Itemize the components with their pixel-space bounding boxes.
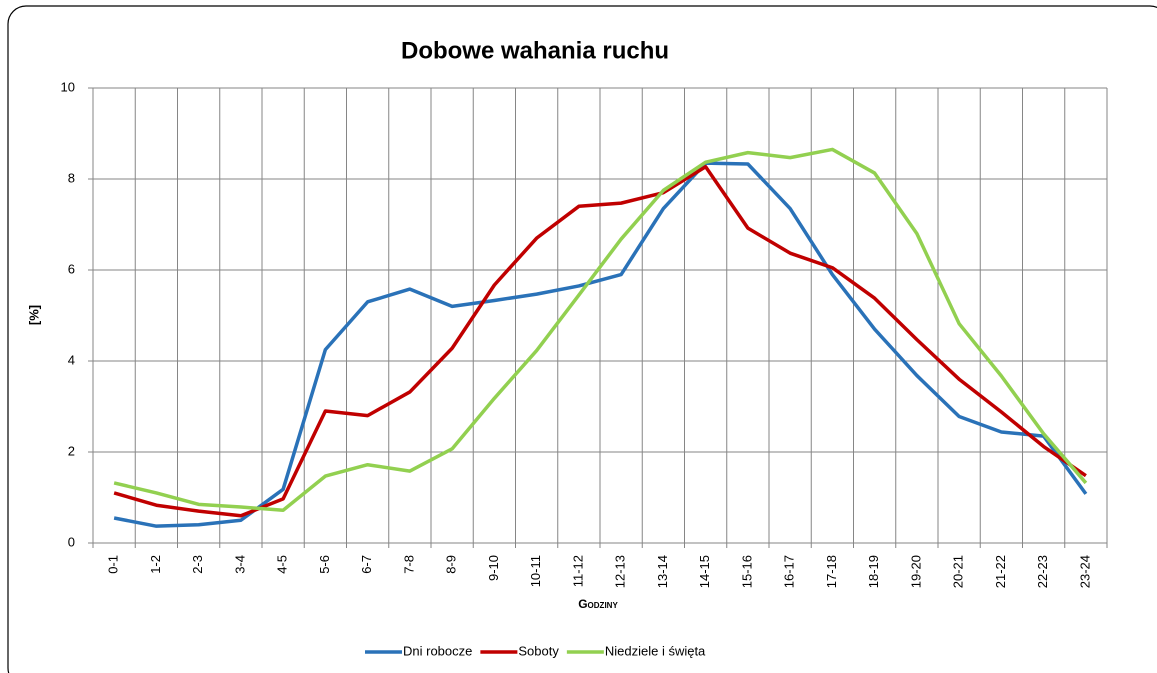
x-tick-label: 10-11 — [528, 555, 543, 587]
data-line — [113, 164, 1087, 518]
x-tick-label: 6-7 — [359, 555, 374, 574]
chart-title: Dobowe wahania ruchu — [401, 37, 669, 64]
legend-label: Niedziele i święta — [605, 643, 706, 658]
y-axis-label: [%] — [26, 305, 41, 325]
x-tick-label: 17-18 — [824, 555, 839, 588]
x-tick-label: 12-13 — [613, 555, 628, 588]
x-tick-label: 4-5 — [275, 555, 290, 574]
x-tick-label: 11-12 — [570, 555, 585, 587]
x-tick-label: 3-4 — [232, 555, 247, 574]
x-tick-label: 5-6 — [317, 555, 332, 574]
x-tick-label: 21-22 — [993, 555, 1008, 588]
x-tick-label: 1-2 — [148, 555, 163, 574]
x-axis-label: Godziny — [578, 597, 618, 611]
x-tick-label: 2-3 — [190, 555, 205, 574]
y-tick-label: 4 — [68, 352, 75, 367]
x-tick-label: 8-9 — [444, 555, 459, 574]
y-tick-label: 2 — [68, 443, 75, 458]
x-tick-label: 23-24 — [1077, 555, 1092, 588]
data-line — [113, 161, 1088, 528]
x-tick-label: 19-20 — [908, 555, 923, 588]
x-tick-label: 15-16 — [739, 555, 754, 588]
chart-frame — [7, 5, 1157, 673]
legend-label: Dni robocze — [403, 643, 472, 658]
x-tick-label: 20-21 — [951, 555, 966, 588]
x-tick-label: 7-8 — [401, 555, 416, 574]
x-tick-label: 16-17 — [782, 555, 797, 588]
y-tick-label: 10 — [61, 79, 75, 94]
x-tick-label: 18-19 — [866, 555, 881, 588]
legend-label: Soboty — [518, 643, 559, 658]
x-tick-label: 9-10 — [486, 555, 501, 581]
x-tick-label: 22-23 — [1035, 555, 1050, 588]
data-line — [113, 147, 1088, 512]
x-tick-label: 14-15 — [697, 555, 712, 588]
y-tick-label: 8 — [68, 170, 75, 185]
y-tick-label: 6 — [68, 261, 75, 276]
y-tick-label: 0 — [68, 534, 75, 549]
x-tick-label: 13-14 — [655, 555, 670, 588]
x-tick-label: 0-1 — [106, 555, 121, 574]
